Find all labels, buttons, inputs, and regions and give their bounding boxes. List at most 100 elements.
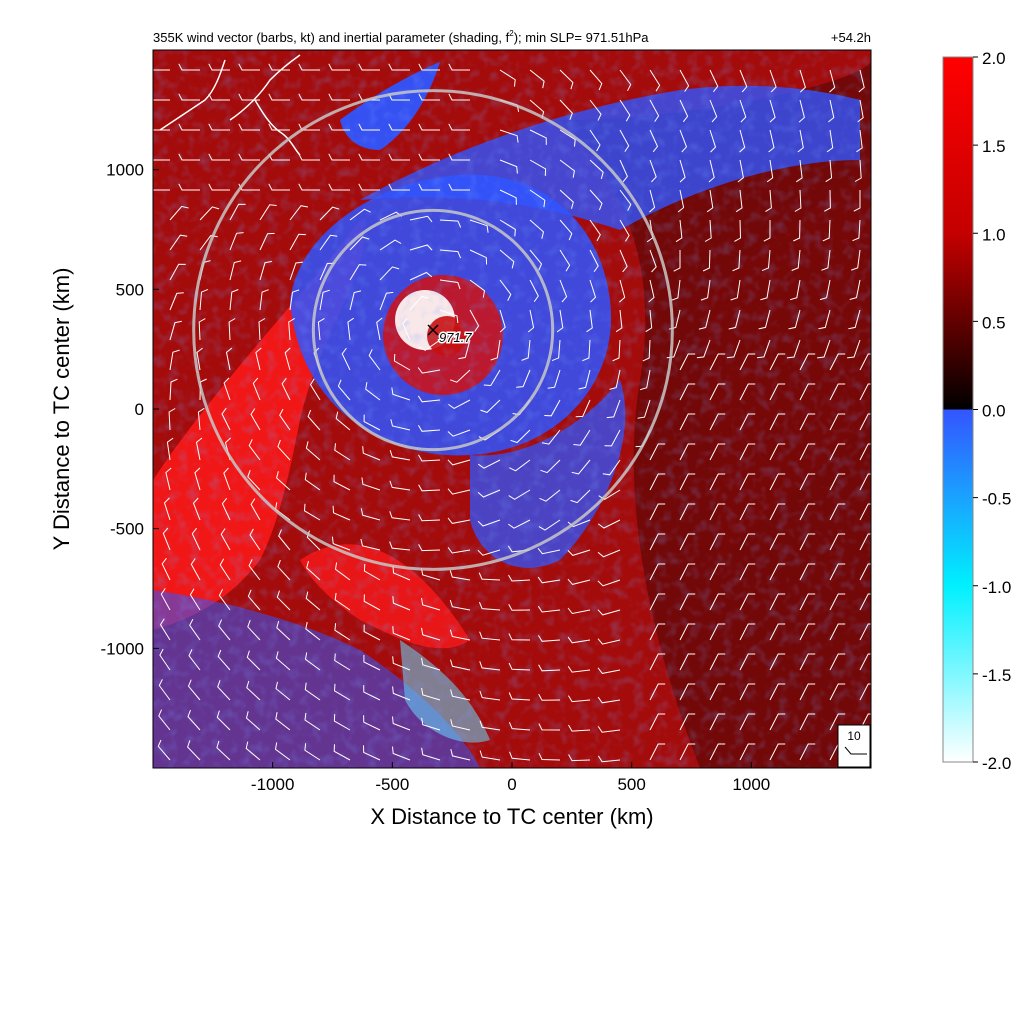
- wind-barb: [798, 99, 805, 123]
- wind-barb: [276, 590, 291, 611]
- wind-barb: [189, 618, 201, 641]
- wind-barb: [679, 413, 696, 431]
- wind-barb: [709, 623, 726, 641]
- wind-barb: [768, 129, 775, 153]
- coastline-path: [159, 54, 301, 156]
- wind-barb: [247, 470, 261, 491]
- wind-barb: [238, 93, 260, 101]
- wind-barb: [597, 696, 621, 704]
- wind-barb: [799, 383, 816, 401]
- wind-barb: [799, 413, 816, 431]
- wind-barb: [539, 489, 561, 502]
- wind-barb: [499, 309, 506, 333]
- wind-barb: [161, 557, 171, 581]
- wind-barb: [337, 379, 351, 401]
- wind-barb: [198, 318, 206, 341]
- wind-barb: [458, 339, 471, 360]
- wind-barb: [169, 378, 178, 401]
- wind-barb: [418, 123, 440, 131]
- wind-barb: [469, 279, 486, 298]
- wind-barb: [349, 208, 371, 221]
- wind-barb: [328, 153, 350, 161]
- wind-barb: [847, 339, 861, 359]
- wind-barb: [509, 751, 531, 761]
- wind-barb: [275, 712, 291, 731]
- wind-barb: [769, 99, 776, 123]
- wind-barb: [537, 605, 561, 613]
- wind-barb: [619, 279, 626, 303]
- wind-barb: [849, 279, 861, 300]
- wind-barb: [153, 69, 170, 71]
- wind-barb: [268, 63, 290, 71]
- wind-barb: [799, 473, 816, 491]
- wind-barb: [363, 715, 381, 731]
- wind-barb: [679, 653, 696, 671]
- wind-barb: [818, 309, 831, 330]
- wind-barb: [619, 249, 628, 273]
- wind-barb: [679, 443, 696, 461]
- wind-barb: [448, 63, 470, 71]
- wind-barb: [379, 291, 394, 311]
- wind-barb: [649, 563, 666, 581]
- wind-barb: [376, 317, 383, 341]
- wind-barb: [799, 623, 816, 641]
- wind-barb: [157, 739, 171, 761]
- wind-barb: [709, 129, 717, 153]
- wind-barb: [637, 399, 651, 419]
- wind-barb: [619, 99, 631, 122]
- x-tick-label: 500: [617, 775, 645, 794]
- wind-barb: [268, 123, 290, 131]
- wind-barb: [859, 443, 871, 461]
- y-tick-label: -1000: [101, 639, 144, 658]
- wind-barb: [298, 63, 320, 71]
- y-tick-label: -500: [110, 520, 144, 539]
- wind-barb: [197, 407, 205, 431]
- wind-barb: [649, 713, 666, 731]
- wind-barb: [612, 339, 621, 362]
- wind-barb: [589, 159, 604, 180]
- wind-barb: [859, 473, 871, 491]
- wind-barb: [825, 159, 833, 183]
- center-pressure-label: 971.7: [439, 330, 472, 345]
- wind-barb: [739, 683, 756, 701]
- wind-barb: [250, 408, 261, 431]
- wind-barb: [418, 93, 440, 101]
- wind-barb: [597, 755, 621, 763]
- wind-barb: [589, 99, 602, 121]
- wind-barb: [700, 279, 711, 301]
- wind-barb: [709, 69, 719, 93]
- wind-barb: [328, 123, 350, 131]
- reference-barb-box: 10: [837, 724, 871, 768]
- wind-barb: [821, 249, 831, 271]
- wind-barb: [447, 547, 471, 554]
- wind-barb: [309, 378, 321, 401]
- wind-barb: [735, 189, 743, 213]
- wind-barb: [529, 189, 546, 208]
- x-tick-label: 1000: [732, 775, 770, 794]
- wind-barb: [856, 129, 863, 153]
- colorbar-tick-label: -2.0: [982, 754, 1011, 773]
- wind-barb: [268, 183, 290, 191]
- wind-barb: [208, 123, 230, 131]
- wind-barb: [421, 747, 441, 761]
- wind-barb: [289, 205, 308, 221]
- wind-barb: [540, 459, 561, 474]
- wind-barb: [602, 459, 621, 476]
- wind-barb: [666, 339, 681, 359]
- wind-barb: [709, 413, 726, 431]
- colorbar-tick-label: -0.5: [982, 490, 1011, 509]
- wind-barb: [559, 249, 571, 272]
- wind-barb: [679, 743, 696, 761]
- wind-barb: [829, 653, 846, 671]
- wind-barb: [190, 558, 201, 581]
- wind-barb: [508, 692, 531, 701]
- wind-barb: [649, 593, 666, 611]
- wind-barb: [478, 572, 501, 581]
- wind-barb: [328, 63, 350, 71]
- wind-barb: [259, 289, 269, 311]
- wind-barb: [769, 353, 786, 371]
- wind-barb: [178, 183, 200, 191]
- wind-barb: [799, 713, 816, 731]
- wind-barb: [450, 719, 471, 731]
- wind-barb: [479, 750, 501, 761]
